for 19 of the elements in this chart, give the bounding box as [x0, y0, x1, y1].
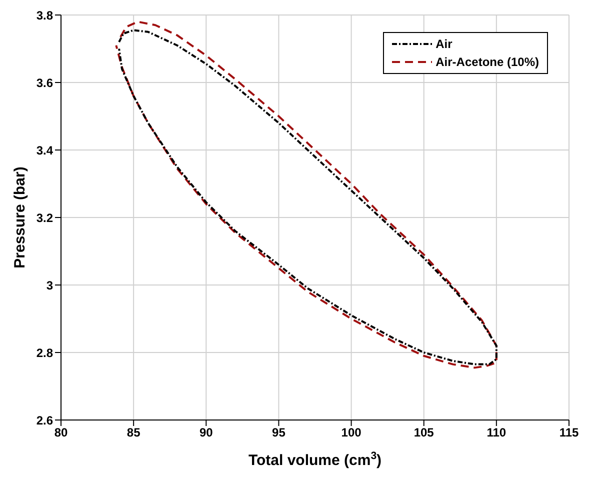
x-tick-label: 85 — [126, 426, 141, 440]
x-tick-label: 90 — [199, 426, 214, 440]
x-tick-label: 100 — [341, 426, 362, 440]
legend-label: Air-Acetone (10%) — [436, 54, 539, 71]
x-tick-label: 110 — [486, 426, 506, 440]
x-axis-title: Total volume (cm$^{3}$) — [248, 450, 382, 469]
legend-label: Air — [436, 36, 452, 53]
x-tick-label: 115 — [559, 426, 580, 440]
y-tick-label: 3.4 — [36, 143, 54, 158]
y-tick-label: 3.2 — [36, 210, 54, 225]
y-tick-label: 3 — [46, 278, 54, 292]
y-tick-label: 2.6 — [36, 413, 54, 428]
y-axis-title: Pressure (bar) — [12, 166, 28, 268]
x-tick-label: 80 — [54, 426, 68, 440]
x-tick-label: 105 — [414, 426, 434, 440]
y-tick-label: 3.6 — [36, 76, 54, 90]
x-tick-label: 95 — [272, 426, 286, 440]
y-tick-label: 3.8 — [36, 8, 54, 22]
y-tick-label: 2.8 — [36, 346, 54, 360]
